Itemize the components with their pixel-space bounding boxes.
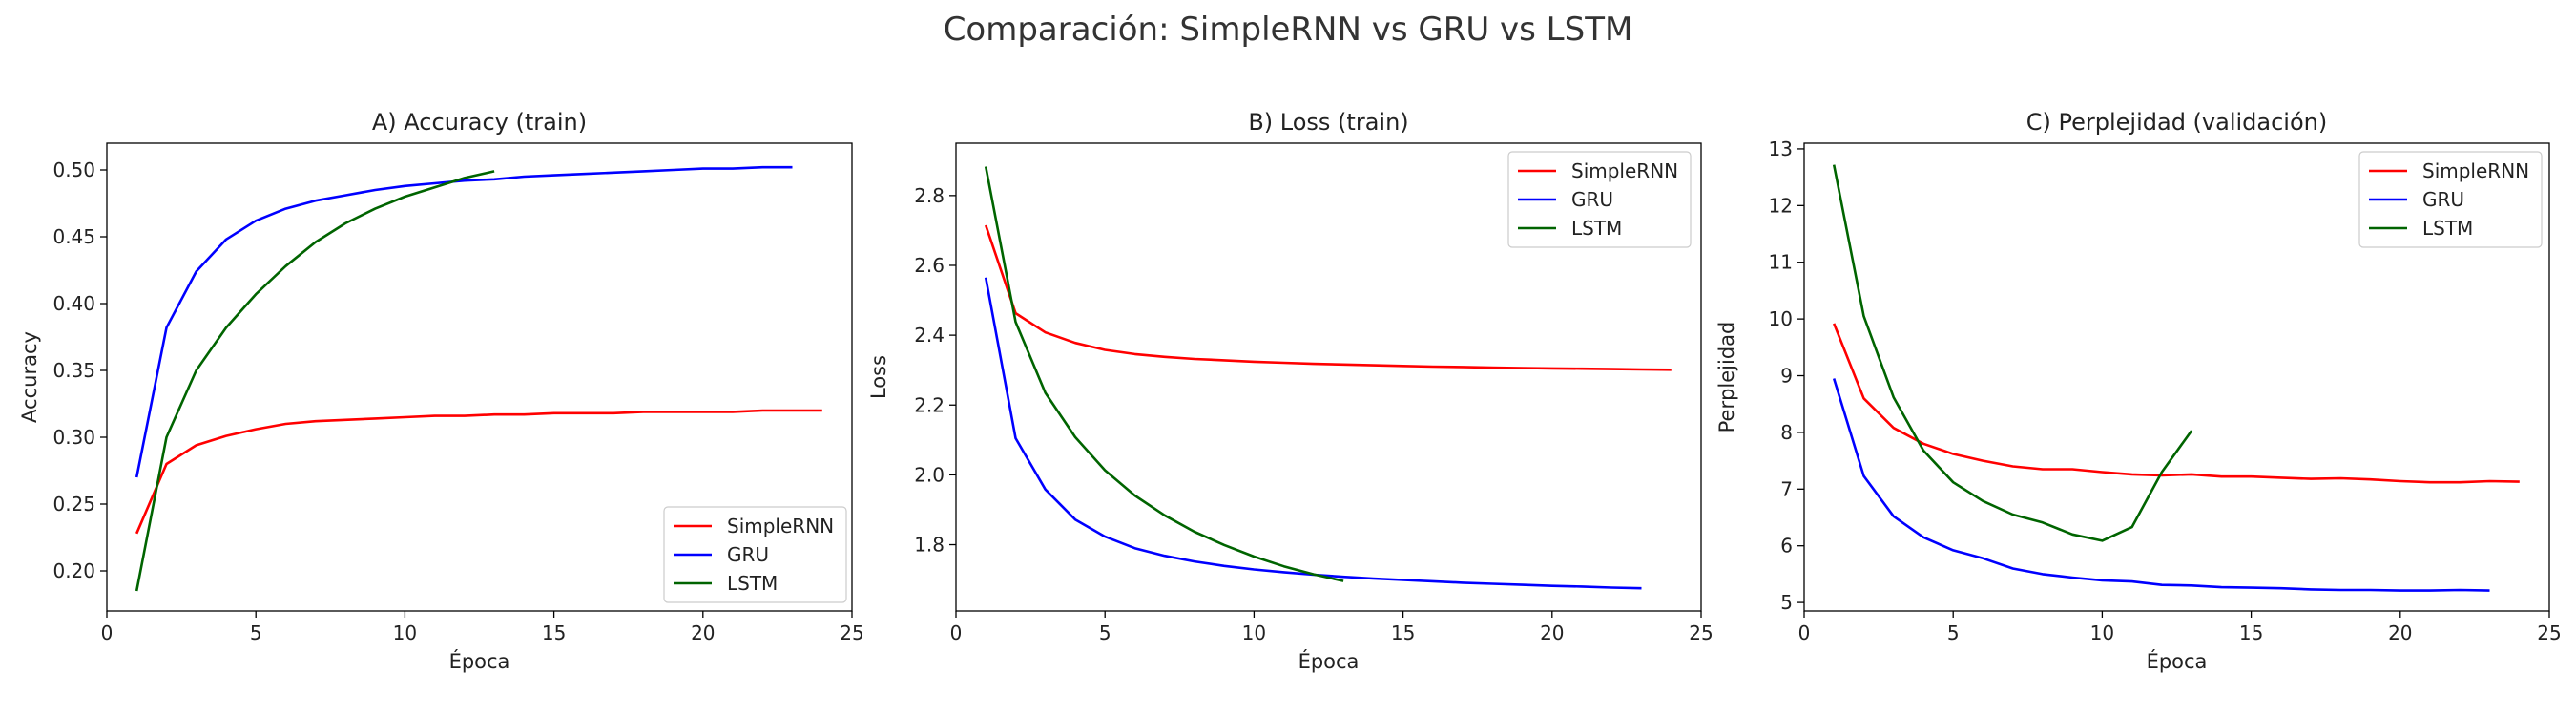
plot-frame (955, 142, 1702, 612)
series-line-lstm (984, 166, 1344, 582)
x-tick-label: 0 (1798, 621, 1811, 644)
series-line-simplernn (135, 409, 822, 535)
x-tick-label: 0 (101, 621, 114, 644)
panel-title: B) Loss (train) (1248, 109, 1408, 136)
y-tick-label: 12 (1769, 194, 1793, 217)
legend-label-simplernn: SimpleRNN (727, 515, 834, 537)
legend-box (1507, 151, 1692, 248)
x-axis-label: Época (449, 649, 510, 673)
series-line-simplernn (1832, 323, 2520, 484)
x-tick-label: 20 (691, 621, 715, 644)
y-tick-label: 6 (1780, 535, 1793, 558)
series-line-gru (984, 277, 1642, 590)
legend-label-lstm: LSTM (1571, 217, 1622, 240)
plot-frame (106, 142, 853, 612)
panel-perplexity: C) Perplejidad (validación)0 5 10 15 20 25567… (1715, 109, 2562, 673)
y-tick-label: 2.2 (914, 393, 945, 416)
y-tick-label: 0.50 (52, 158, 95, 181)
legend-label-gru: GRU (1571, 188, 1613, 211)
x-tick-label: 10 (1242, 621, 1266, 644)
legend: SimpleRNN GRU LSTM (663, 506, 847, 603)
panel-loss: B) Loss (train) 0 5 10 15 20 25 1.8 2.0 2.2 2.4 2.6… (867, 109, 1714, 673)
y-tick-label: 5 (1780, 591, 1793, 614)
y-tick-label: 2.4 (914, 324, 945, 347)
series-line-lstm (135, 170, 495, 592)
x-tick-label: 25 (1689, 621, 1713, 644)
y-tick-label: 2.0 (914, 463, 945, 486)
legend-label-simplernn: SimpleRNN (2422, 159, 2529, 182)
x-tick-label: 15 (2239, 621, 2263, 644)
panel-title: C) Perplejidad (validación) (2026, 109, 2327, 136)
series-line-gru (1832, 378, 2490, 592)
x-tick-label: 15 (1391, 621, 1415, 644)
x-tick-label: 20 (1540, 621, 1564, 644)
y-tick-label: 1.8 (914, 534, 945, 557)
y-tick-label: 0.20 (52, 559, 95, 582)
x-axis-label: Época (1298, 649, 1360, 673)
plot-frame (1803, 142, 2550, 612)
y-tick-label: 2.8 (914, 184, 945, 207)
y-tick-label: 0.25 (52, 493, 95, 516)
legend-label-gru: GRU (2422, 188, 2464, 211)
series-line-simplernn (984, 224, 1672, 371)
y-tick-label: 13 (1769, 137, 1793, 160)
series-line-lstm (1832, 164, 2193, 542)
y-tick-label: 8 (1780, 421, 1793, 444)
legend-label-lstm: LSTM (727, 572, 778, 595)
legend: SimpleRNN GRU LSTM (1507, 151, 1692, 248)
legend: SimpleRNN GRU LSTM (2358, 151, 2543, 248)
y-tick-label: 10 (1769, 307, 1793, 330)
y-tick-label: 9 (1780, 365, 1793, 388)
y-tick-label: 7 (1780, 477, 1793, 500)
legend-box (663, 506, 847, 603)
y-axis-label: Loss (867, 355, 890, 399)
y-tick-label: 11 (1769, 251, 1793, 274)
panel-accuracy: A) Accuracy (train) 0 5 10 15 20 25 0.20 0.25 0.3… (18, 109, 864, 673)
x-tick-label: 5 (1947, 621, 1960, 644)
y-tick-label: 0.30 (52, 426, 95, 449)
y-tick-label: 0.45 (52, 225, 95, 248)
y-tick-label: 2.6 (914, 254, 945, 277)
x-tick-label: 25 (2537, 621, 2561, 644)
panel-title: A) Accuracy (train) (372, 109, 587, 136)
x-tick-label: 0 (950, 621, 963, 644)
x-tick-label: 20 (2388, 621, 2412, 644)
y-tick-label: 0.35 (52, 359, 95, 382)
legend-label-simplernn: SimpleRNN (1571, 159, 1678, 182)
x-tick-label: 25 (840, 621, 863, 644)
x-tick-label: 10 (393, 621, 417, 644)
figure-title: Comparación: SimpleRNN vs GRU vs LSTM (944, 11, 1633, 49)
legend-label-gru: GRU (727, 543, 769, 566)
y-axis-label: Perplejidad (1715, 322, 1738, 433)
series-line-gru (135, 165, 793, 478)
legend-box (2358, 151, 2543, 248)
x-axis-label: Época (2147, 649, 2208, 673)
x-tick-label: 5 (1099, 621, 1111, 644)
y-tick-label: 0.40 (52, 292, 95, 315)
y-axis-label: Accuracy (18, 331, 41, 423)
x-tick-label: 10 (2090, 621, 2114, 644)
x-tick-label: 5 (250, 621, 262, 644)
legend-label-lstm: LSTM (2422, 217, 2473, 240)
x-tick-label: 15 (542, 621, 566, 644)
